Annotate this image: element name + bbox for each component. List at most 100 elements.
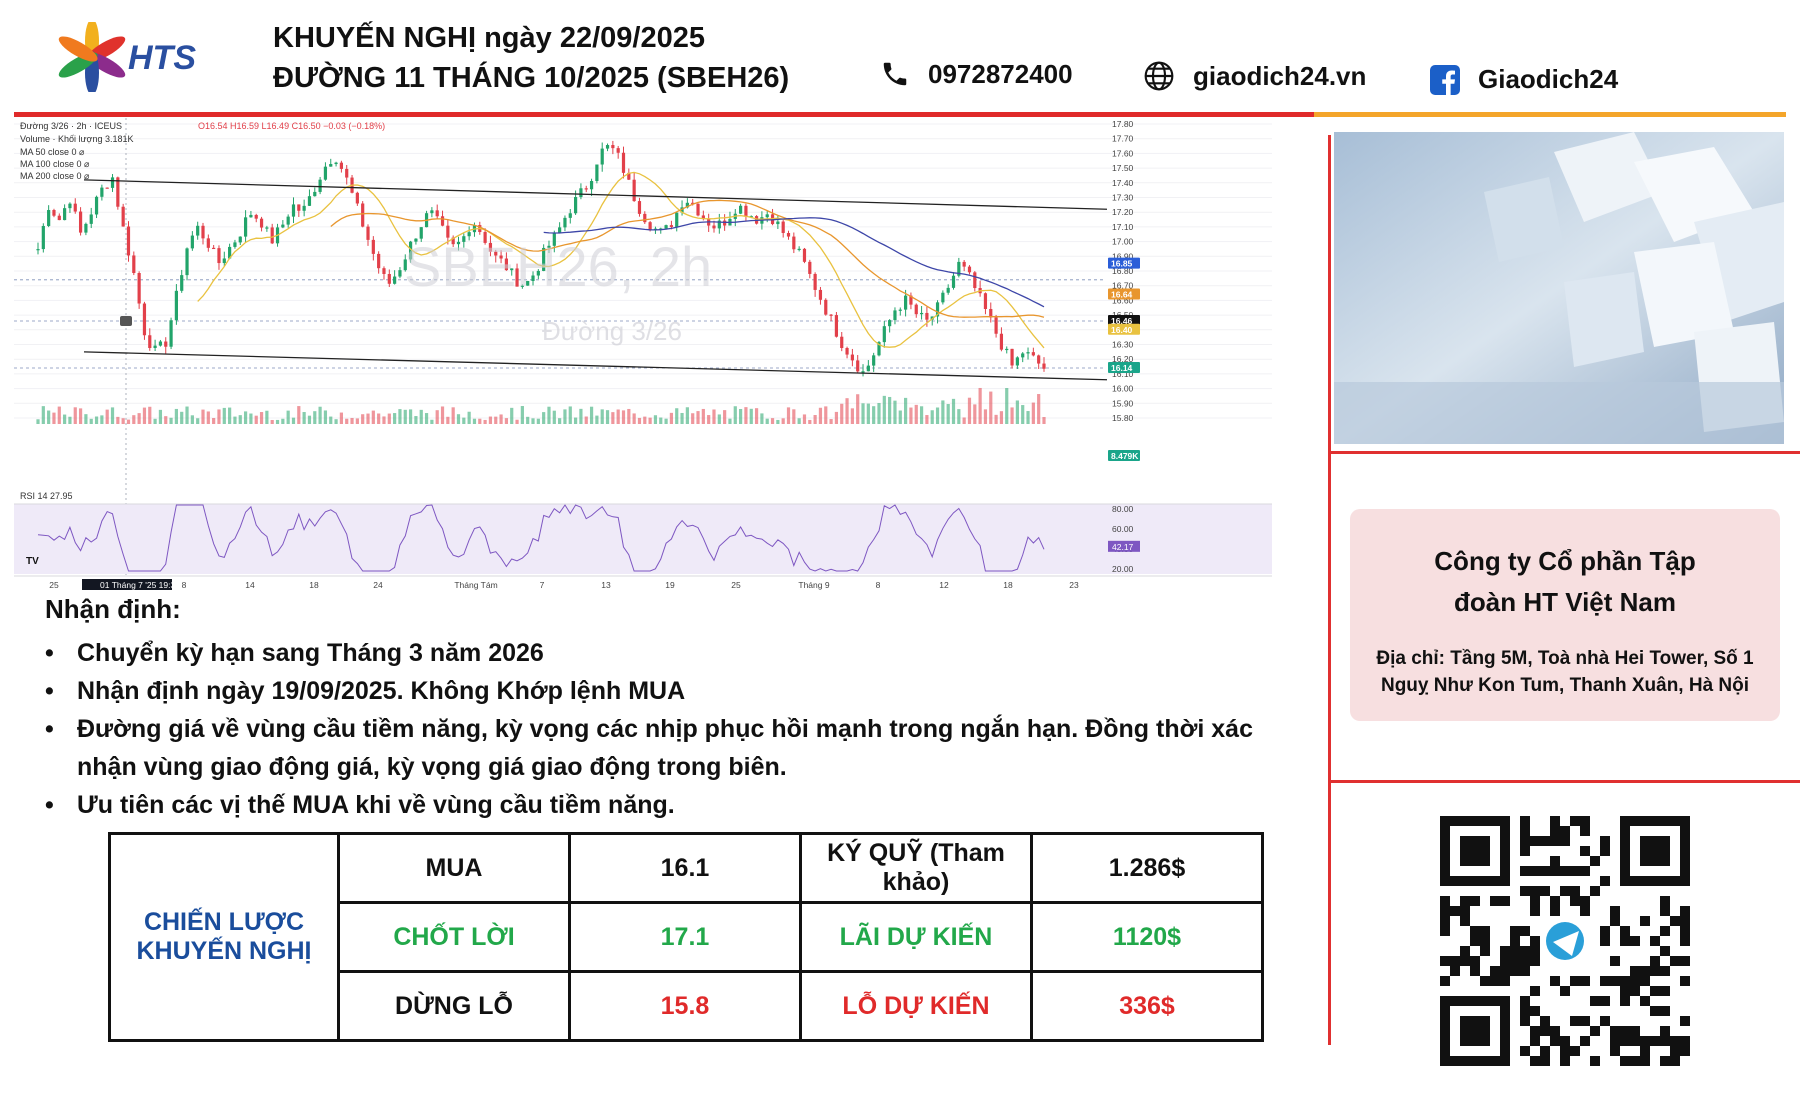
y-tick-label: 17.30 (1112, 193, 1134, 203)
volume-bar (323, 410, 328, 424)
volume-bar (786, 407, 791, 424)
candle-body (589, 181, 594, 190)
candle-body (941, 292, 945, 303)
price-chart[interactable]: SBEH26, 2h Đường 3/26 17.8017.7017.6017.… (14, 118, 1310, 592)
volume-bar (371, 410, 375, 424)
volume-bar (318, 406, 322, 424)
x-tick-label: 18 (309, 580, 319, 590)
volume-bar (760, 413, 764, 424)
qr-module (1520, 1046, 1530, 1056)
facebook-contact[interactable]: Giaodich24 (1430, 64, 1618, 95)
rsi-tick-label: 20.00 (1112, 564, 1134, 574)
volume-bar (808, 419, 812, 424)
volume-bar (132, 415, 136, 424)
qr-module (1680, 956, 1690, 966)
qr-module (1610, 1036, 1620, 1046)
volume-bar (792, 409, 796, 424)
phone-icon (883, 62, 907, 86)
candle-body (813, 273, 817, 290)
qr-module (1640, 996, 1650, 1006)
website-contact[interactable]: giaodich24.vn (1143, 60, 1366, 92)
candle-body (983, 293, 988, 309)
candle-body (222, 258, 226, 264)
volume-bar (989, 391, 993, 424)
qr-module (1460, 916, 1470, 926)
volume-bar (121, 418, 125, 424)
price-badge-label: 16.64 (1111, 290, 1133, 300)
candle-body (840, 336, 844, 348)
candle-body (430, 210, 434, 214)
telegram-qr-code[interactable] (1440, 816, 1690, 1066)
candle-body (925, 312, 929, 320)
candle-body (382, 268, 386, 274)
volume-bar (595, 415, 599, 424)
qr-module (1600, 926, 1610, 936)
candle-body (132, 255, 136, 274)
candle-body (558, 227, 562, 233)
qr-module (1650, 956, 1660, 966)
qr-module (1570, 816, 1580, 826)
volume-bar (510, 407, 514, 424)
qr-module (1560, 826, 1570, 836)
phone-contact[interactable]: 0972872400 (880, 58, 1073, 90)
candle-body (547, 245, 551, 248)
qr-module (1490, 966, 1500, 976)
volume-bar (254, 415, 258, 424)
candle-body (462, 236, 466, 242)
qr-module (1620, 976, 1630, 986)
volume-bar (632, 413, 636, 424)
volume-bar (164, 416, 168, 424)
x-tick-label: 19 (665, 580, 675, 590)
volume-bar (813, 415, 817, 424)
qr-module (1530, 936, 1540, 946)
candle-body (579, 188, 583, 198)
y-tick-label: 17.00 (1112, 237, 1134, 247)
candle-body (286, 216, 290, 225)
candle-body (126, 226, 131, 256)
qr-module (1560, 1036, 1570, 1046)
qr-module (1620, 1056, 1630, 1066)
y-tick-label: 17.10 (1112, 222, 1134, 232)
volume-bar (515, 419, 519, 424)
qr-module (1520, 946, 1530, 956)
volume-bar (802, 414, 807, 424)
ma-100-line-plot (330, 199, 1045, 318)
chart-volume-line: Volume · Khối lượng 3.181K (20, 134, 134, 144)
website-link: giaodich24.vn (1193, 60, 1367, 91)
volume-bar (558, 418, 562, 424)
qr-module (1560, 886, 1570, 896)
candle-body (217, 248, 221, 264)
candle-body (73, 203, 77, 212)
candle-body (781, 221, 785, 233)
globe-icon (1144, 61, 1174, 91)
facebook-page: Giaodich24 (1478, 64, 1619, 94)
volume-bar (531, 418, 535, 424)
expected-profit-value: 1120$ (1030, 901, 1264, 973)
candle-body (568, 213, 572, 218)
qr-module (1660, 946, 1670, 956)
volume-bar (419, 409, 423, 424)
volume-bar (643, 416, 647, 424)
volume-bar (63, 414, 67, 424)
qr-module (1680, 936, 1690, 946)
qr-module (1660, 896, 1670, 906)
qr-module (1440, 996, 1450, 1066)
candle-body (510, 268, 514, 271)
volume-bar (174, 408, 178, 424)
qr-module (1520, 926, 1530, 936)
volume-bar (845, 398, 849, 424)
qr-module (1640, 916, 1650, 926)
volume-bar (770, 418, 775, 424)
candle-body (919, 312, 924, 315)
qr-module (1630, 1036, 1640, 1046)
qr-module (1520, 1016, 1530, 1026)
analysis-title: Nhận định: (45, 594, 181, 624)
candle-body (137, 273, 141, 304)
candle-body (797, 248, 801, 251)
candle-body (366, 226, 370, 240)
candle-body (345, 168, 349, 178)
qr-module (1580, 906, 1590, 916)
volume-bar (648, 417, 652, 424)
volume-bar (249, 413, 253, 424)
volume-bar (824, 406, 828, 424)
